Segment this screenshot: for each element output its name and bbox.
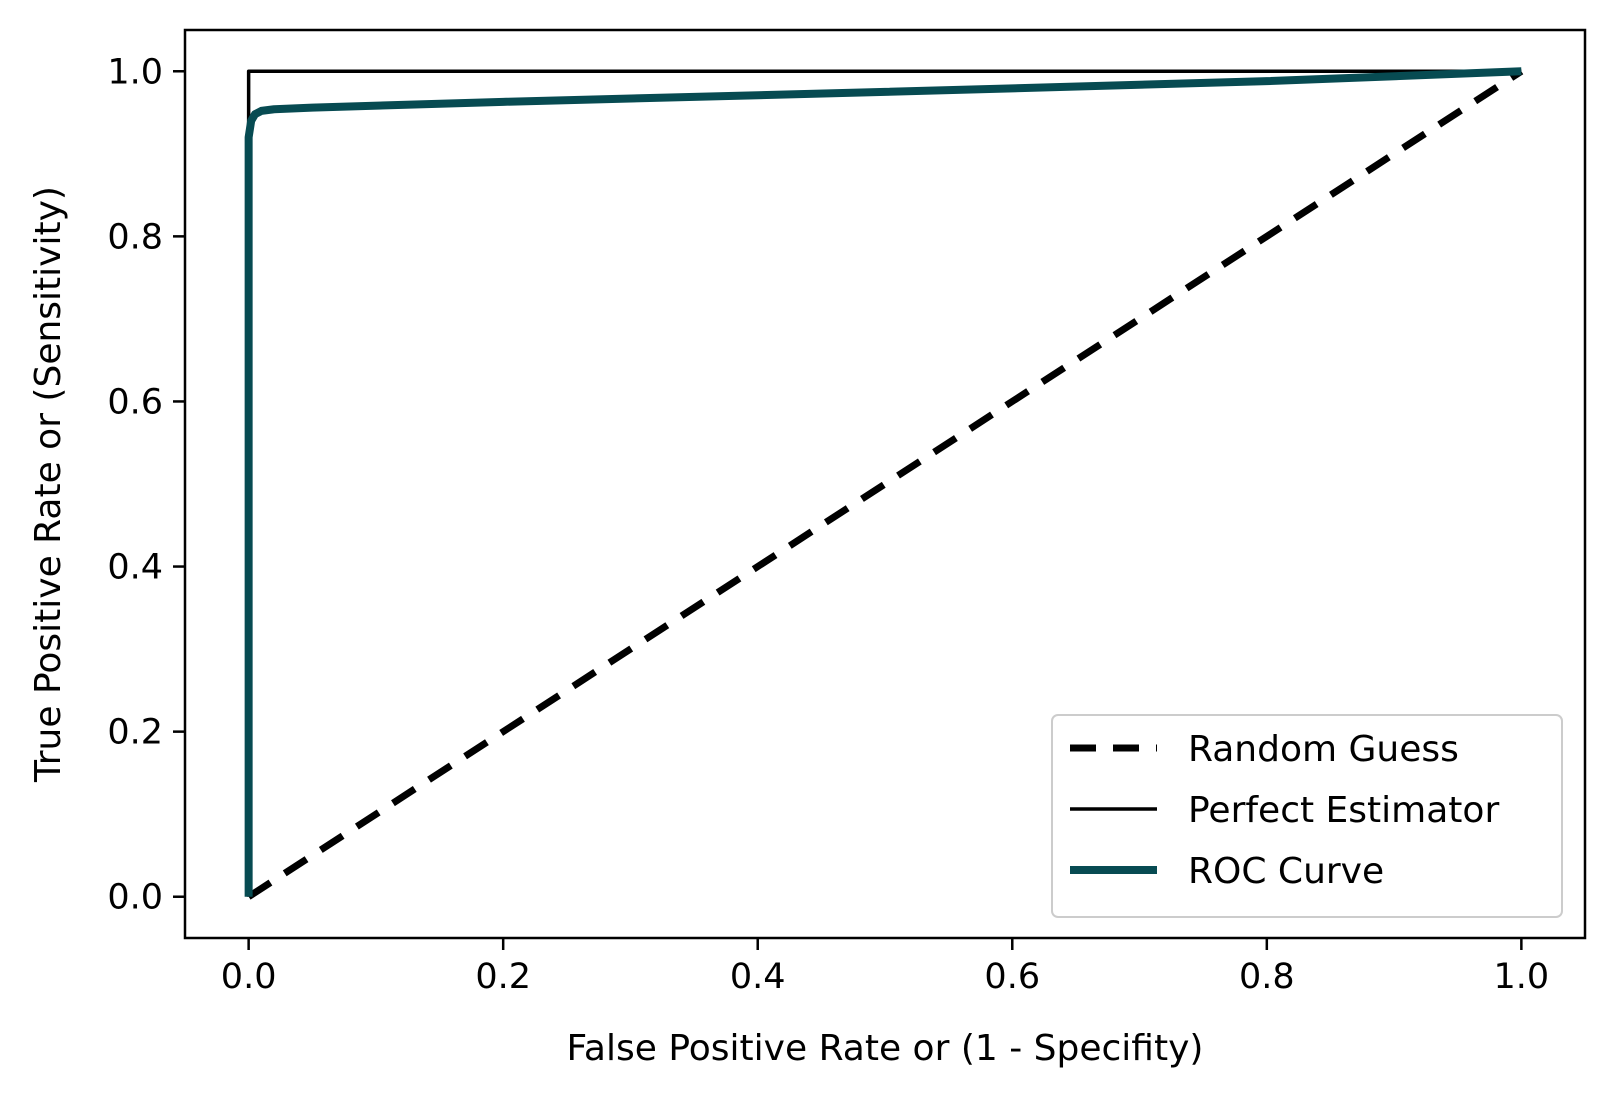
legend-label: Perfect Estimator (1188, 790, 1499, 831)
y-tick-label: 0.4 (107, 548, 163, 588)
y-tick-label: 0.0 (107, 878, 163, 918)
series-line-random-guess (246, 68, 1524, 900)
legend-label: Random Guess (1188, 729, 1459, 770)
x-axis-label: False Positive Rate or (1 - Specifity) (567, 1028, 1204, 1069)
y-axis-label: True Positive Rate or (Sensitivity) (28, 186, 69, 783)
x-tick-label: 1.0 (1494, 957, 1550, 997)
plot-area (244, 67, 1524, 900)
x-tick-label: 0.6 (984, 957, 1040, 997)
y-tick-label: 0.8 (107, 217, 163, 257)
legend: Random Guess Perfect Estimator ROC Curve (1051, 714, 1563, 918)
x-tick-label: 0.2 (475, 957, 531, 997)
y-tick-label: 0.6 (107, 382, 163, 422)
x-tick-label: 0.8 (1239, 957, 1295, 997)
y-tick-label: 0.2 (107, 713, 163, 753)
axes-frame (183, 28, 1587, 940)
x-axis: 0.0 0.2 0.4 0.6 0.8 1.0 (221, 938, 1549, 997)
y-axis: 0.0 0.2 0.4 0.6 0.8 1.0 (107, 52, 185, 918)
series-line-roc-curve (244, 67, 1522, 897)
x-tick-label: 0.0 (221, 957, 277, 997)
x-tick-label: 0.4 (730, 957, 786, 997)
legend-label: ROC Curve (1188, 851, 1384, 892)
legend-box (1051, 714, 1563, 918)
y-tick-label: 1.0 (107, 52, 163, 92)
